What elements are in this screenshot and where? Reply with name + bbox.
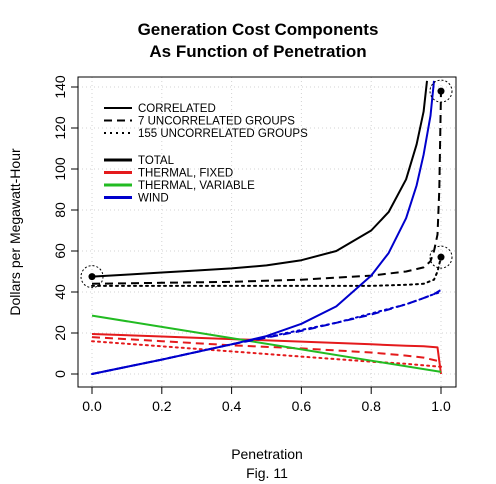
y-tick-label: 140 — [52, 75, 68, 99]
x-tick-label: 0.6 — [292, 398, 312, 414]
y-tick-label: 20 — [52, 325, 68, 341]
figure-caption: Fig. 11 — [246, 465, 288, 481]
legend-label-thermal-variable: THERMAL, VARIABLE — [138, 180, 255, 192]
y-tick-label: 100 — [52, 157, 68, 181]
chart-title-line-1: Generation Cost Components — [138, 20, 379, 39]
y-tick-label: 80 — [52, 202, 68, 218]
y-tick-label: 40 — [52, 284, 68, 300]
marker-point — [437, 87, 445, 95]
x-tick-label: 0.2 — [152, 398, 172, 414]
x-axis: 0.0 0.2 0.4 0.6 0.8 1.0 — [82, 387, 451, 414]
y-tick-label: 120 — [52, 116, 68, 140]
x-tick-label: 0.4 — [222, 398, 242, 414]
series-thermal-variable-solid — [91, 314, 442, 373]
x-axis-label: Penetration — [231, 446, 303, 462]
grid — [78, 77, 456, 387]
marker-ring — [429, 245, 453, 269]
legend-label-dashed: 7 UNCORRELATED GROUPS — [138, 116, 295, 128]
series-layer — [91, 80, 442, 375]
legend-label-dotted: 155 UNCORRELATED GROUPS — [138, 128, 308, 140]
series-thermal-fixed-dotted — [91, 340, 442, 368]
y-tick-label: 60 — [52, 243, 68, 259]
plot-frame — [77, 76, 457, 388]
legend-label-total: TOTAL — [138, 155, 175, 167]
legend-label-wind: WIND — [138, 193, 169, 205]
chart-title-line-2: As Function of Penetration — [149, 42, 366, 61]
y-axis-label: Dollars per Megawatt-Hour — [7, 148, 23, 316]
x-tick-label: 0.8 — [361, 398, 381, 414]
series-wind-dashed — [91, 289, 442, 375]
marker-point — [437, 253, 445, 261]
x-tick-label: 0.0 — [82, 398, 102, 414]
marker-ring — [429, 79, 453, 103]
y-tick-label: 0 — [52, 370, 68, 378]
legend-label-solid: CORRELATED — [138, 103, 216, 115]
series-thermal-fixed-dashed — [91, 336, 442, 363]
x-tick-label: 1.0 — [431, 398, 451, 414]
legend-label-thermal-fixed: THERMAL, FIXED — [138, 168, 233, 180]
series-total-solid — [91, 80, 428, 278]
marker-ring — [80, 265, 104, 289]
y-axis: 0 20 40 60 80 100 120 140 — [52, 75, 78, 378]
series-thermal-fixed-solid — [91, 333, 442, 375]
marker-layer — [80, 79, 453, 289]
marker-point — [88, 273, 96, 281]
series-wind-solid — [91, 80, 435, 375]
series-total-dotted — [91, 256, 442, 287]
